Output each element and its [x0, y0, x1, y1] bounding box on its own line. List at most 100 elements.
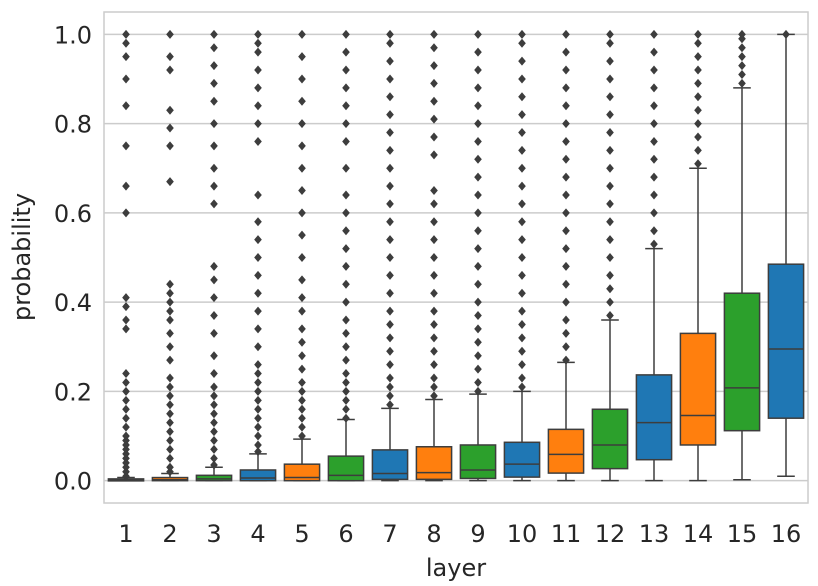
outlier-point: [694, 29, 702, 39]
outlier-point: [562, 136, 570, 146]
outlier-point: [562, 315, 570, 325]
outlier-point: [122, 52, 130, 62]
outlier-point: [386, 128, 394, 138]
box: [723, 292, 761, 432]
x-tick-label: 2: [162, 520, 177, 548]
outlier-point: [166, 141, 174, 151]
outlier-point: [298, 29, 306, 39]
box: [195, 474, 233, 482]
outlier-point: [430, 253, 438, 262]
outlier-point: [166, 177, 174, 187]
outlier-point: [254, 422, 262, 432]
outlier-point: [210, 460, 218, 470]
outlier-point: [386, 391, 394, 401]
outlier-point: [606, 74, 614, 84]
outlier-point: [606, 181, 614, 191]
x-axis-label: layer: [426, 554, 486, 582]
outlier-point: [122, 377, 130, 387]
x-tick-label: 7: [382, 520, 397, 548]
y-tick-label: 0.4: [54, 289, 92, 317]
outlier-point: [254, 101, 262, 111]
outlier-point: [430, 306, 438, 316]
outlier-point: [606, 56, 614, 66]
y-axis-label: probability: [8, 193, 36, 321]
outlier-point: [430, 360, 438, 370]
outlier-point: [386, 235, 394, 245]
outlier-point: [474, 154, 482, 164]
outlier-point: [474, 261, 482, 271]
outlier-point: [694, 119, 702, 129]
outlier-point: [210, 427, 218, 437]
outlier-point: [210, 29, 218, 39]
outlier-point: [342, 65, 350, 75]
outlier-point: [694, 145, 702, 155]
outlier-point: [254, 38, 262, 48]
outlier-point: [210, 43, 218, 53]
outlier-point: [386, 92, 394, 102]
outlier-point: [122, 404, 130, 414]
outlier-point: [342, 404, 350, 414]
outlier-point: [650, 29, 658, 39]
outlier-point: [342, 413, 350, 423]
outlier-point: [386, 29, 394, 39]
outlier-point: [386, 400, 394, 410]
x-tick-label: 13: [639, 520, 670, 548]
outlier-point: [298, 324, 306, 334]
outlier-point: [166, 342, 174, 352]
outlier-point: [254, 65, 262, 75]
outlier-point: [562, 154, 570, 164]
outlier-point: [386, 288, 394, 298]
outlier-point: [342, 315, 350, 325]
outlier-point: [606, 29, 614, 39]
outlier-point: [562, 172, 570, 182]
outlier-point: [738, 29, 746, 39]
outlier-point: [474, 101, 482, 111]
outlier-point: [386, 217, 394, 227]
outlier-point: [694, 78, 702, 88]
outlier-point: [386, 199, 394, 209]
outlier-point: [562, 342, 570, 352]
outlier-point: [298, 186, 306, 196]
outlier-point: [518, 163, 526, 173]
outlier-point: [650, 154, 658, 164]
outlier-point: [694, 65, 702, 75]
box-group-layer-5: [283, 29, 321, 482]
outlier-point: [518, 128, 526, 138]
outlier-point: [474, 297, 482, 307]
outlier-point: [210, 391, 218, 401]
box: [503, 441, 541, 478]
outlier-point: [254, 288, 262, 298]
outlier-point: [254, 431, 262, 441]
outlier-point: [430, 96, 438, 106]
outlier-point: [386, 74, 394, 84]
outlier-point: [166, 391, 174, 401]
outlier-point: [210, 444, 218, 454]
outlier-point: [210, 453, 218, 463]
outlier-point: [342, 101, 350, 111]
outlier-point: [254, 447, 262, 457]
outlier-point: [166, 436, 174, 446]
outlier-point: [474, 386, 482, 396]
outlier-point: [562, 83, 570, 93]
outlier-point: [210, 275, 218, 285]
outlier-point: [650, 190, 658, 200]
outlier-point: [254, 377, 262, 387]
outlier-point: [254, 404, 262, 414]
outlier-point: [298, 141, 306, 151]
outlier-point: [562, 279, 570, 289]
outlier-point: [562, 261, 570, 271]
outlier-point: [298, 377, 306, 387]
outlier-point: [298, 208, 306, 218]
outlier-point: [606, 284, 614, 294]
outlier-point: [210, 400, 218, 410]
outlier-point: [342, 244, 350, 254]
box: [239, 469, 277, 482]
outlier-point: [166, 355, 174, 365]
outlier-point: [562, 119, 570, 129]
x-tick-label: 8: [426, 520, 441, 548]
outlier-point: [386, 253, 394, 262]
outlier-point: [518, 110, 526, 120]
outlier-point: [606, 128, 614, 138]
outlier-point: [474, 119, 482, 129]
outlier-point: [342, 342, 350, 352]
